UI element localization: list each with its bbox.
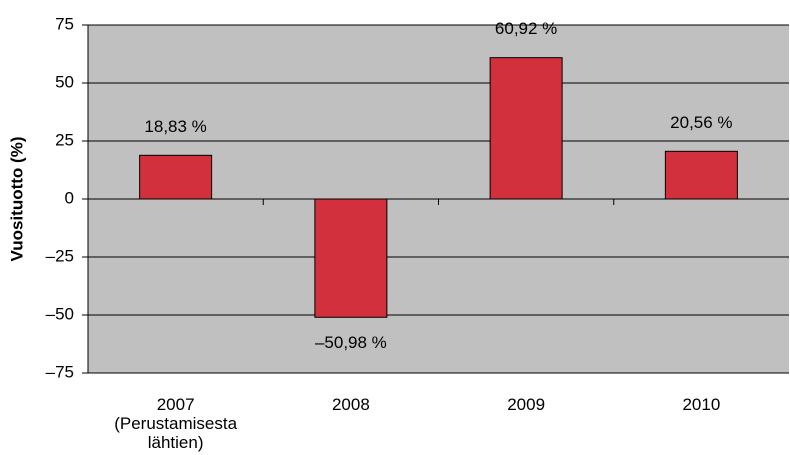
y-tick-label: –25	[46, 246, 74, 265]
value-label: 18,83 %	[144, 117, 206, 136]
bar	[489, 57, 563, 200]
y-tick-label: 0	[65, 188, 74, 207]
x-tick-label: 2008	[331, 395, 370, 414]
x-tick-label: 2009	[507, 395, 546, 414]
bar	[664, 150, 738, 200]
bar	[139, 154, 213, 200]
y-tick-label: –75	[46, 362, 74, 381]
x-tick-label: 2010	[682, 395, 721, 414]
bar	[314, 198, 388, 318]
y-tick-label: 75	[55, 14, 74, 33]
y-axis-label: Vuosituotto (%)	[7, 137, 26, 262]
value-label: 20,56 %	[670, 113, 732, 132]
value-label: 60,92 %	[495, 19, 557, 38]
y-tick-label: –50	[46, 304, 74, 323]
y-tick-label: 25	[55, 130, 74, 149]
x-tick-label: 2007 (Perustamisesta lähtien)	[114, 395, 238, 452]
value-label: –50,98 %	[315, 333, 387, 352]
y-tick-label: 50	[55, 72, 74, 91]
